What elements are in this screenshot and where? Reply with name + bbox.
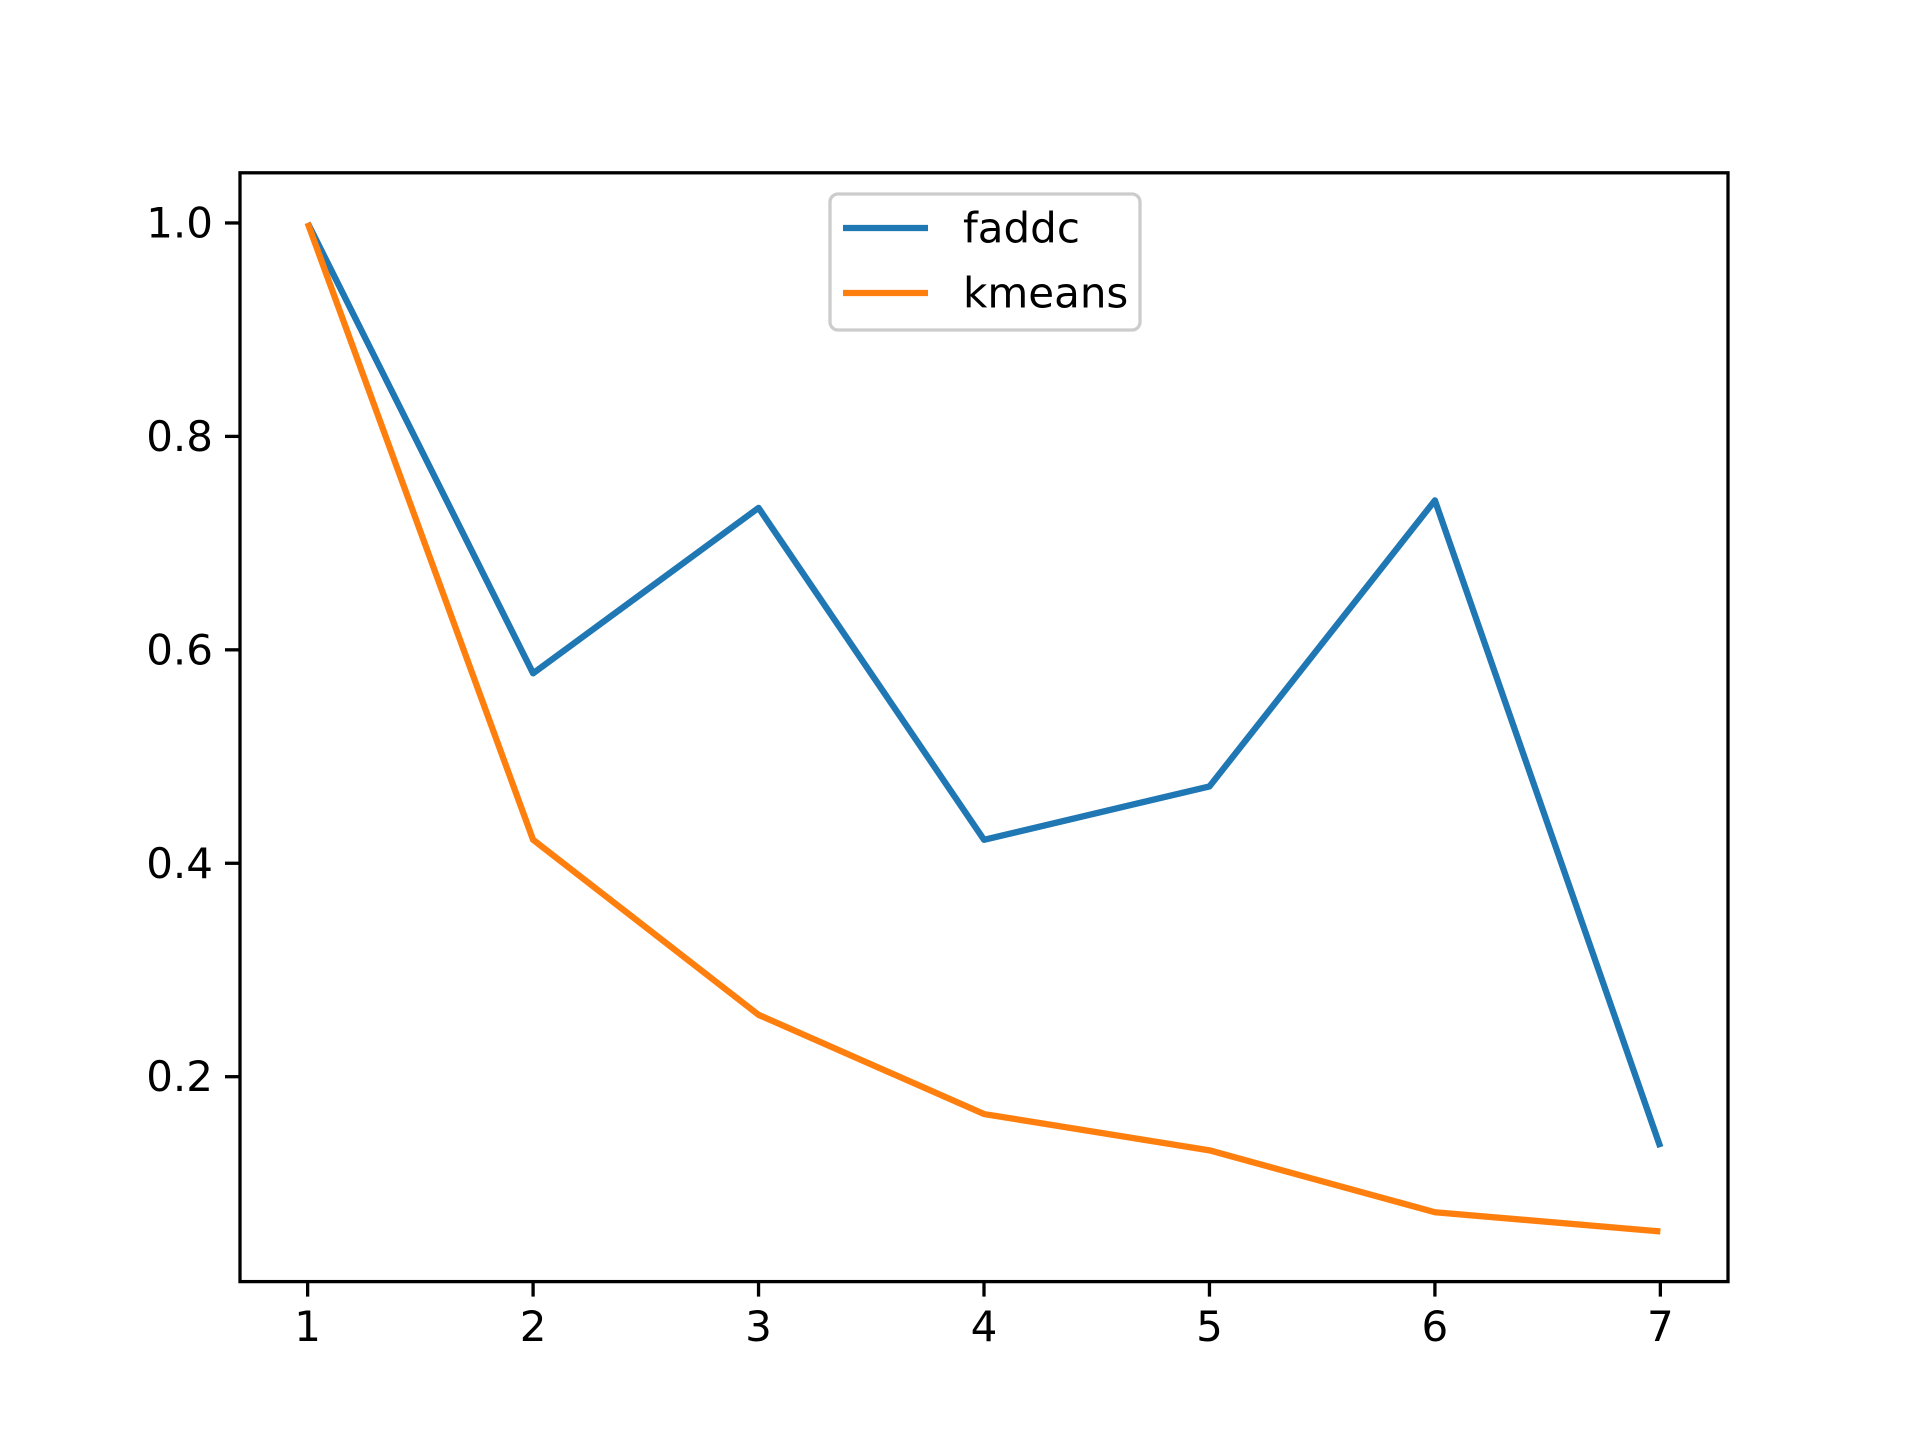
- kmeans-line: [304, 221, 1661, 1235]
- x-tick-label: 2: [520, 1302, 547, 1351]
- legend-label-kmeans: kmeans: [963, 269, 1128, 318]
- legend-label-faddc: faddc: [963, 204, 1080, 253]
- x-tick-label: 1: [294, 1302, 321, 1351]
- x-tick-label: 7: [1647, 1302, 1674, 1351]
- x-tick-label: 4: [971, 1302, 998, 1351]
- y-tick-label: 1.0: [146, 198, 213, 247]
- y-tick-label: 0.8: [146, 412, 213, 461]
- y-tick-label: 0.4: [146, 839, 213, 888]
- x-tick-label: 6: [1422, 1302, 1449, 1351]
- x-axis-ticks: 1 2 3 4 5 6 7: [294, 1281, 1674, 1351]
- y-tick-label: 0.2: [146, 1052, 213, 1101]
- x-tick-label: 5: [1196, 1302, 1223, 1351]
- x-tick-label: 3: [745, 1302, 772, 1351]
- y-tick-label: 0.6: [146, 625, 213, 674]
- faddc-line: [304, 221, 1664, 1149]
- y-axis-ticks: 0.2 0.4 0.6 0.8 1.0: [146, 198, 240, 1101]
- legend: faddc kmeans: [828, 192, 1142, 332]
